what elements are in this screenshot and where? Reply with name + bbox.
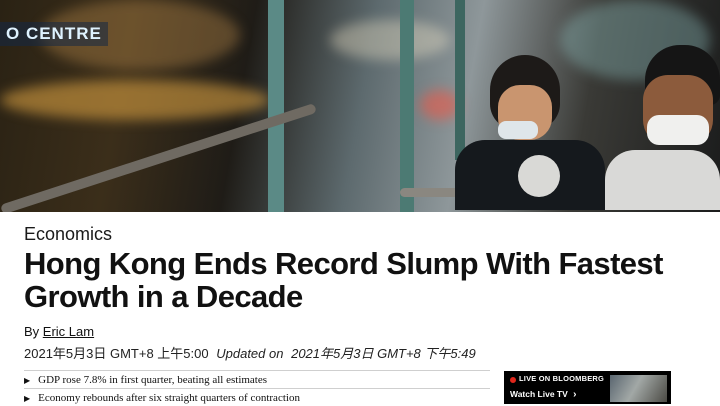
bullet-text: Economy rebounds after six straight quar… [38,392,300,404]
live-label: LIVE ON BLOOMBERG [519,374,605,383]
summary-bullet: ▶ GDP rose 7.8% in first quarter, beatin… [24,370,490,388]
hero-image: O CENTRE [0,0,720,212]
published-date: 2021年5月3日 GMT+8 上午5:00 [24,346,209,361]
article-headline: Hong Kong Ends Record Slump With Fastest… [24,246,663,314]
chevron-right-icon: › [573,389,577,400]
hero-sign-text: O CENTRE [0,22,108,46]
updated-label: Updated on [216,346,284,361]
bullet-triangle-icon: ▶ [24,393,31,403]
author-link[interactable]: Eric Lam [42,324,95,339]
live-dot-icon [510,377,516,383]
byline-prefix: By [24,324,40,339]
summary-bullet: ▶ Economy rebounds after six straight qu… [24,388,490,406]
live-tv-thumbnail[interactable] [610,375,667,402]
live-tv-widget[interactable]: LIVE ON BLOOMBERG Watch Live TV › [504,371,671,404]
passenger-man [605,45,720,210]
passenger-woman [440,55,610,210]
article-category[interactable]: Economics [24,224,113,244]
bullet-text: GDP rose 7.8% in first quarter, beating … [38,374,268,386]
article-dates: 2021年5月3日 GMT+8 上午5:00 Updated on 2021年5… [24,343,476,362]
byline: By Eric Lam [24,324,94,339]
watch-live-link[interactable]: Watch Live TV › [510,389,577,400]
bullet-triangle-icon: ▶ [24,375,31,385]
updated-date: 2021年5月3日 GMT+8 下午5:49 [291,346,476,361]
summary-bullets: ▶ GDP rose 7.8% in first quarter, beatin… [24,370,490,406]
